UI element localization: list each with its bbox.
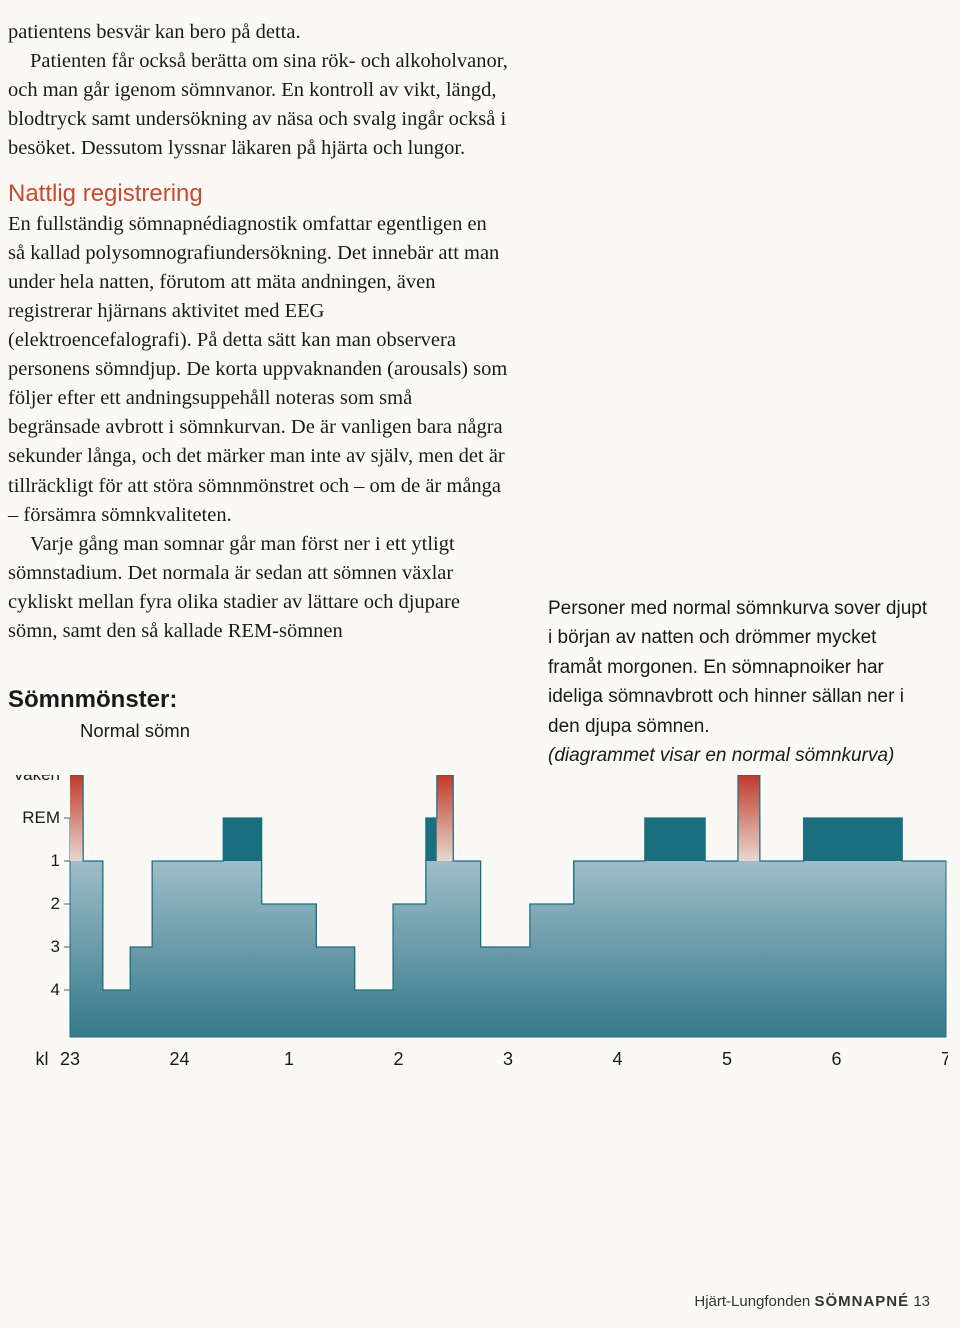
- paragraph: Varje gång man somnar går man först ner …: [8, 530, 508, 646]
- svg-text:6: 6: [831, 1049, 841, 1069]
- svg-text:24: 24: [169, 1049, 189, 1069]
- svg-text:Vaken: Vaken: [13, 775, 60, 784]
- page-footer: Hjärt-Lungfonden SÖMNAPNÉ 13: [694, 1293, 930, 1310]
- svg-text:1: 1: [51, 851, 60, 870]
- svg-text:4: 4: [51, 980, 60, 999]
- footer-brand: Hjärt-Lungfonden: [694, 1293, 810, 1310]
- svg-text:kl: kl: [36, 1049, 49, 1069]
- svg-text:2: 2: [393, 1049, 403, 1069]
- chart-title: Sömnmönster:: [8, 686, 508, 714]
- svg-text:4: 4: [612, 1049, 622, 1069]
- svg-text:3: 3: [51, 937, 60, 956]
- paragraph: Patienten får också berätta om sina rök-…: [8, 47, 508, 163]
- svg-text:7: 7: [941, 1049, 948, 1069]
- paragraph: En fullständig sömnapnédiagnostik omfatt…: [8, 210, 508, 530]
- svg-text:REM: REM: [22, 808, 60, 827]
- svg-text:3: 3: [503, 1049, 513, 1069]
- figure-caption: Personer med normal sömnkurva sover djup…: [548, 594, 930, 771]
- svg-text:2: 2: [51, 894, 60, 913]
- svg-text:5: 5: [722, 1049, 732, 1069]
- footer-page-number: 13: [913, 1293, 930, 1310]
- footer-title: SÖMNAPNÉ: [814, 1293, 909, 1310]
- paragraph: patientens besvär kan bero på detta.: [8, 18, 508, 47]
- svg-text:1: 1: [284, 1049, 294, 1069]
- chart-subtitle: Normal sömn: [80, 720, 508, 742]
- svg-text:23: 23: [60, 1049, 80, 1069]
- sleep-pattern-chart: VakenREM123423241234567kl: [8, 775, 948, 1075]
- section-heading-nattlig: Nattlig registrering: [8, 180, 508, 208]
